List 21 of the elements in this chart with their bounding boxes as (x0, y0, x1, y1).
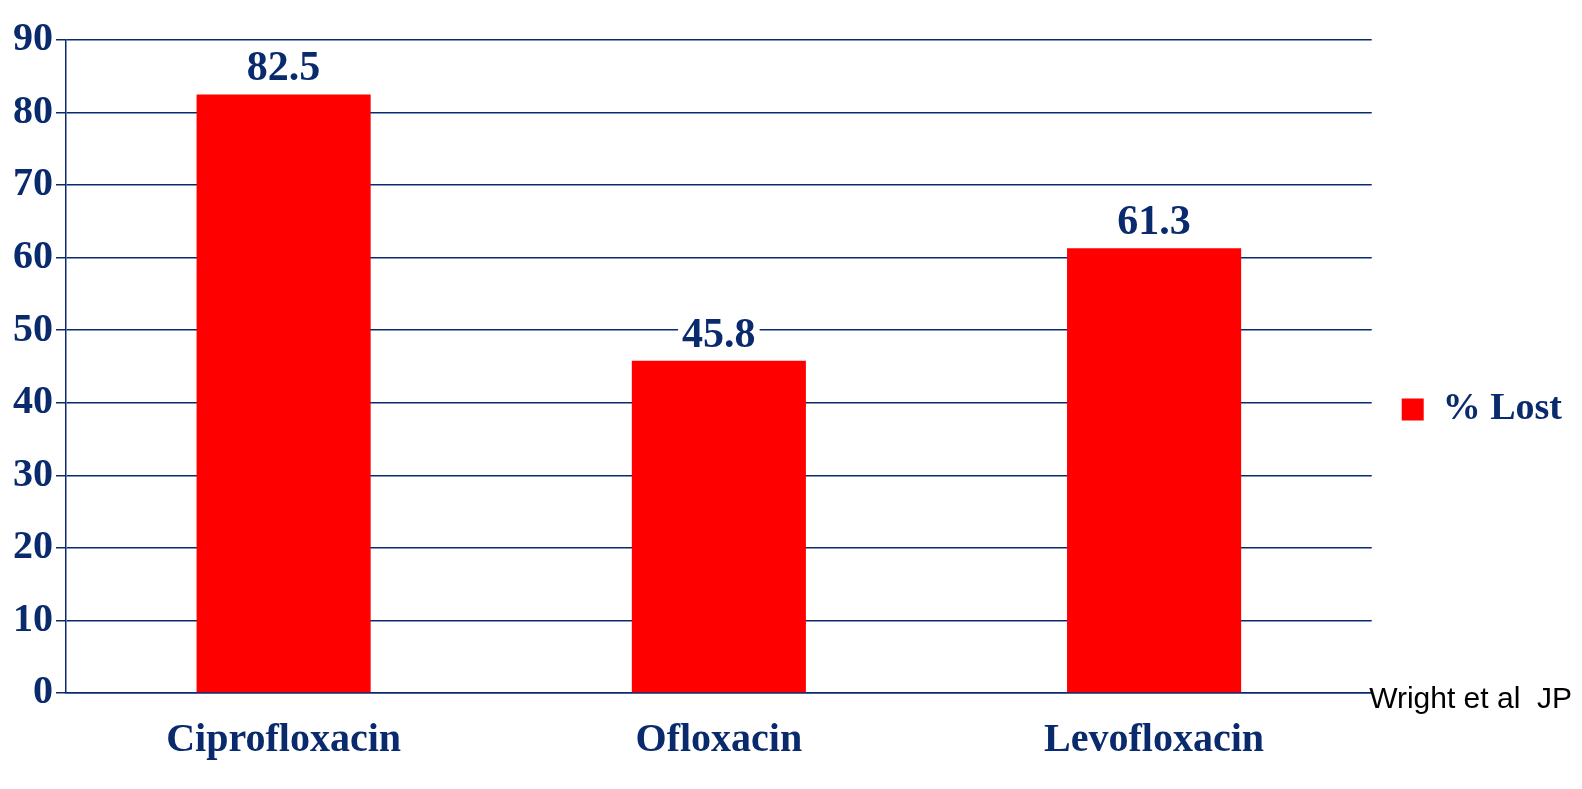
y-tick-label: 70 (13, 159, 53, 205)
y-tick-label: 50 (13, 304, 53, 350)
y-tick-label: 10 (13, 594, 53, 640)
bar (196, 94, 371, 693)
annotation: Wright et al JP (1369, 681, 1572, 715)
y-tick-label: 30 (13, 449, 53, 495)
bar (1067, 248, 1242, 693)
y-tick-label: 0 (33, 667, 53, 713)
bar (631, 360, 806, 693)
y-tick-label: 60 (13, 231, 53, 277)
legend-label: % Lost (1442, 385, 1563, 428)
y-tick-label: 20 (13, 522, 53, 568)
x-tick-label: Levofloxacin (1044, 715, 1265, 761)
x-tick-label: Ofloxacin (635, 715, 803, 761)
data-label: 61.3 (1117, 197, 1191, 244)
y-tick-label: 90 (13, 14, 53, 60)
data-label: 82.5 (246, 43, 321, 90)
y-tick-label: 80 (13, 86, 53, 132)
x-tick-label: Ciprofloxacin (166, 715, 402, 761)
y-tick-label: 40 (13, 377, 53, 423)
data-label: 45.8 (682, 309, 756, 356)
